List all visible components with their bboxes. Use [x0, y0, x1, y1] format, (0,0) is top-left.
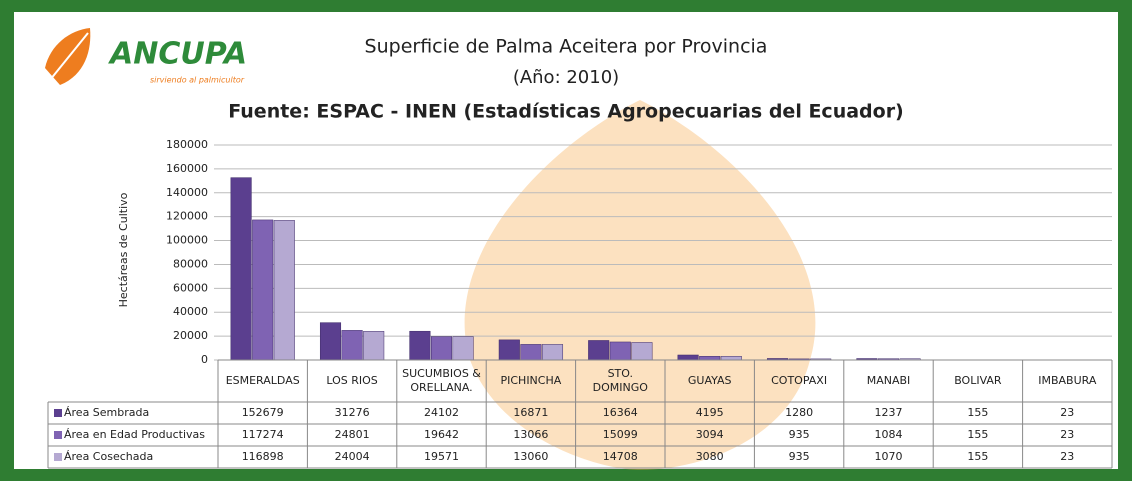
table-value: 152679: [242, 406, 284, 419]
table-value: 1280: [785, 406, 813, 419]
chart: ANCUPA sirviendo al palmicultor Superfic…: [0, 0, 1132, 481]
table-value: 935: [789, 428, 810, 441]
x-tick-label: COTOPAXI: [758, 361, 839, 401]
table-value: 13066: [513, 428, 548, 441]
bar: [274, 220, 295, 360]
chart-title: Superficie de Palma Aceitera por Provinc…: [365, 36, 768, 58]
table-value: 31276: [335, 406, 370, 419]
bar: [252, 220, 273, 360]
bar: [588, 340, 609, 360]
bar: [499, 340, 520, 360]
x-tick-label: STO. DOMINGO: [580, 361, 661, 401]
bar: [453, 337, 474, 360]
table-value: 19642: [424, 428, 459, 441]
table-value: 1084: [875, 428, 903, 441]
bar: [632, 342, 653, 360]
table-value: 15099: [603, 428, 638, 441]
page: ANCUPA sirviendo al palmicultor Superfic…: [0, 0, 1132, 481]
legend-label: Área en Edad Productivas: [64, 428, 205, 441]
y-tick-label: 80000: [173, 257, 208, 270]
table-value: 16364: [603, 406, 638, 419]
bar: [431, 337, 452, 360]
table-value: 155: [967, 406, 988, 419]
table-value: 117274: [242, 428, 284, 441]
bar: [610, 342, 631, 360]
table-value: 24801: [335, 428, 370, 441]
bar: [410, 331, 431, 360]
table-value: 14708: [603, 450, 638, 463]
table-value: 935: [789, 450, 810, 463]
legend-label: Área Sembrada: [64, 406, 149, 419]
table-value: 1070: [875, 450, 903, 463]
y-tick-label: 0: [201, 353, 208, 366]
bar: [231, 178, 252, 360]
table-value: 155: [967, 428, 988, 441]
table-value: 3094: [696, 428, 724, 441]
table-value: 24102: [424, 406, 459, 419]
y-tick-label: 160000: [166, 162, 208, 175]
bar: [363, 331, 384, 360]
y-tick-label: 20000: [173, 329, 208, 342]
x-tick-label: SUCUMBIOS & ORELLANA.: [401, 361, 482, 401]
x-tick-label: LOS RIOS: [311, 361, 392, 401]
bar: [342, 330, 363, 360]
bar: [721, 356, 742, 360]
x-tick-label: PICHINCHA: [490, 361, 571, 401]
logo-name: ANCUPA: [108, 37, 247, 72]
table-value: 116898: [242, 450, 284, 463]
y-tick-label: 40000: [173, 305, 208, 318]
table-value: 23: [1060, 428, 1074, 441]
table-value: 3080: [696, 450, 724, 463]
table-value: 24004: [335, 450, 370, 463]
table-value: 155: [967, 450, 988, 463]
table-value: 23: [1060, 406, 1074, 419]
legend-swatch: [54, 409, 62, 417]
y-tick-label: 180000: [166, 138, 208, 151]
y-tick-label: 60000: [173, 281, 208, 294]
x-tick-label: GUAYAS: [669, 361, 750, 401]
bar: [678, 355, 699, 360]
x-tick-label: BOLIVAR: [937, 361, 1018, 401]
table-value: 4195: [696, 406, 724, 419]
table-value: 1237: [875, 406, 903, 419]
bar: [521, 344, 542, 360]
bar: [542, 344, 563, 360]
table-value: 23: [1060, 450, 1074, 463]
table-value: 19571: [424, 450, 459, 463]
table-value: 13060: [513, 450, 548, 463]
legend-swatch: [54, 453, 62, 461]
y-tick-label: 100000: [166, 234, 208, 247]
table-value: 16871: [513, 406, 548, 419]
x-tick-label: ESMERALDAS: [222, 361, 303, 401]
y-axis-label: Hectáreas de Cultivo: [117, 192, 130, 307]
x-tick-label: IMBABURA: [1027, 361, 1108, 401]
bar: [699, 356, 720, 360]
x-tick-label: MANABI: [848, 361, 929, 401]
y-tick-label: 140000: [166, 186, 208, 199]
legend-swatch: [54, 431, 62, 439]
logo-tagline: sirviendo al palmicultor: [150, 76, 245, 85]
chart-subtitle: (Año: 2010): [513, 67, 619, 88]
bar: [320, 323, 341, 360]
legend-label: Área Cosechada: [64, 450, 153, 463]
chart-source: Fuente: ESPAC - INEN (Estadísticas Agrop…: [228, 101, 904, 123]
y-tick-label: 120000: [166, 210, 208, 223]
